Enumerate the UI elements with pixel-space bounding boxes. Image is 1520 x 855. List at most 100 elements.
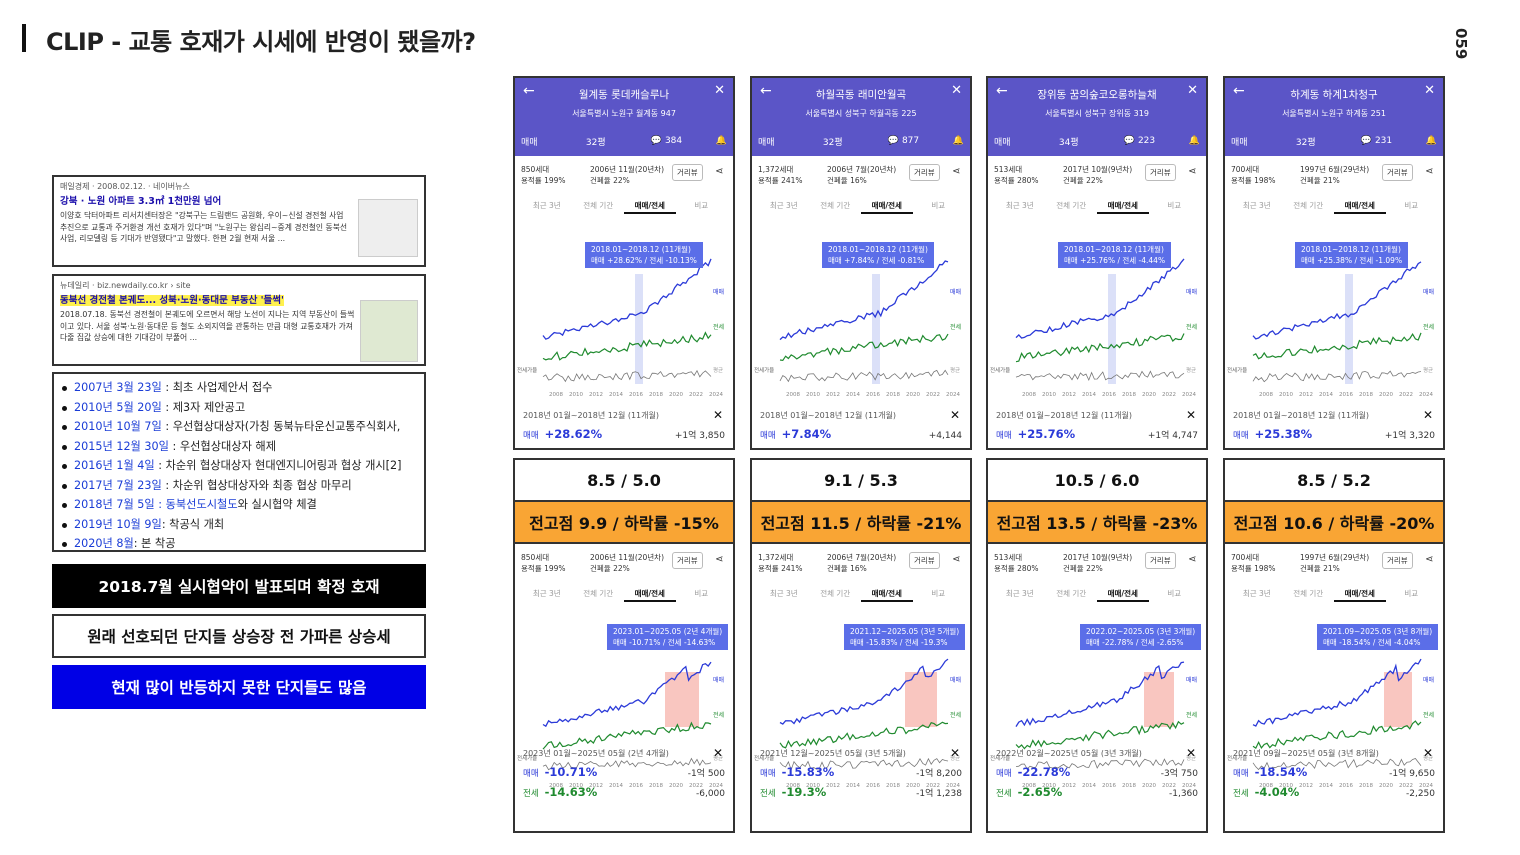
close-icon[interactable]: ✕ [1422,746,1433,760]
tab-recent-3y[interactable]: 최근 3년 [769,201,798,210]
tab-recent-3y[interactable]: 최근 3년 [1005,201,1034,210]
street-view-button[interactable]: 거리뷰 [909,164,940,181]
share-icon[interactable]: ⋖ [715,166,724,177]
deal-type-select[interactable]: 매매 [758,137,775,148]
bell-icon[interactable]: 🔔 [952,136,964,146]
price-chart[interactable]: 매매 전세 전세가율 평균 2008 2010 2012 2014 2016 2018 20… [988,602,1206,789]
price-chart[interactable]: 매매 전세 전세가율 평균 2008 2010 2012 2014 2016 2018 20… [515,602,733,789]
comment-count[interactable]: 💬 384 [650,136,683,146]
tab-sale-jeonse[interactable]: 매매/전세 [1334,200,1386,214]
tab-sale-jeonse[interactable]: 매매/전세 [624,588,676,602]
bell-icon[interactable]: 🔔 [715,136,727,146]
tab-compare[interactable]: 비교 [1404,201,1419,210]
tab-all-period[interactable]: 전체 기간 [1293,589,1324,598]
tab-all-period[interactable]: 전체 기간 [820,589,851,598]
size-select[interactable]: 34평 [1058,137,1079,148]
timeline-date[interactable]: 2010년 5월 20일 [74,400,162,414]
close-icon[interactable]: ✕ [712,746,723,760]
price-chart[interactable]: 매매 전세 전세가율 평균 2008 2010 2012 2014 2016 2018 20… [515,214,733,404]
price-chart[interactable]: 매매 전세 전세가율 평균 2008 2010 2012 2014 2016 2018 20… [752,602,970,789]
comment-count[interactable]: 💬 223 [1123,136,1156,146]
back-arrow-icon[interactable]: ← [760,83,772,99]
close-icon[interactable]: ✕ [1424,83,1435,98]
tab-recent-3y[interactable]: 최근 3년 [1005,589,1034,598]
street-view-button[interactable]: 거리뷰 [909,552,940,569]
size-select[interactable]: 32평 [822,137,843,148]
close-icon[interactable]: ✕ [1185,408,1196,422]
size-select[interactable]: 32평 [585,137,606,148]
street-view-button[interactable]: 거리뷰 [1382,164,1413,181]
tab-recent-3y[interactable]: 최근 3년 [769,589,798,598]
deal-type-select[interactable]: 매매 [1231,137,1248,148]
back-arrow-icon[interactable]: ← [523,83,535,99]
back-arrow-icon[interactable]: ← [1233,83,1245,99]
tab-all-period[interactable]: 전체 기간 [820,201,851,210]
timeline-date[interactable]: 2017년 7월 23일 [74,478,162,492]
close-icon[interactable]: ✕ [714,83,725,98]
timeline-date[interactable]: 2007년 3월 23일 [74,381,162,394]
share-icon[interactable]: ⋖ [1425,554,1434,565]
tab-sale-jeonse[interactable]: 매매/전세 [861,588,913,602]
tab-compare[interactable]: 비교 [694,589,709,598]
tab-sale-jeonse[interactable]: 매매/전세 [1334,588,1386,602]
tab-sale-jeonse[interactable]: 매매/전세 [1097,200,1149,214]
bell-icon[interactable]: 🔔 [1188,136,1200,146]
share-icon[interactable]: ⋖ [1188,166,1197,177]
tab-compare[interactable]: 비교 [1404,589,1419,598]
close-icon[interactable]: ✕ [949,746,960,760]
timeline-date[interactable]: 2010년 10월 7일 [74,420,162,433]
tab-compare[interactable]: 비교 [931,201,946,210]
tab-compare[interactable]: 비교 [931,589,946,598]
share-icon[interactable]: ⋖ [715,554,724,565]
price-chart[interactable]: 매매 전세 전세가율 평균 2008 2010 2012 2014 2016 2018 20… [988,214,1206,404]
tab-compare[interactable]: 비교 [1167,201,1182,210]
street-view-button[interactable]: 거리뷰 [1145,164,1176,181]
bell-icon[interactable]: 🔔 [1425,136,1437,146]
share-icon[interactable]: ⋖ [1425,166,1434,177]
tab-recent-3y[interactable]: 최근 3년 [532,201,561,210]
deal-type-select[interactable]: 매매 [994,137,1011,148]
tab-all-period[interactable]: 전체 기간 [1056,201,1087,210]
tab-recent-3y[interactable]: 최근 3년 [1242,201,1271,210]
close-icon[interactable]: ✕ [712,408,723,422]
timeline-date[interactable]: 2018년 7월 5일 [74,498,155,511]
timeline-date[interactable]: 2016년 1월 4일 [74,459,155,472]
news-card-1[interactable]: 매일경제 · 2008.02.12. · 네이버뉴스 강북 · 노원 아파트 3… [52,175,426,267]
news-headline[interactable]: 동북선 경전철 본궤도... 성북·노원·동대문 부동산 '들썩' [60,294,284,306]
news-card-2[interactable]: 뉴데일리 · biz.newdaily.co.kr › site 동북선 경전철… [52,274,426,366]
share-icon[interactable]: ⋖ [1188,554,1197,565]
size-select[interactable]: 32평 [1295,137,1316,148]
close-icon[interactable]: ✕ [949,408,960,422]
timeline-date[interactable]: 2019년 10월 9일 [74,517,162,531]
tab-sale-jeonse[interactable]: 매매/전세 [1097,588,1149,602]
tab-compare[interactable]: 비교 [1167,589,1182,598]
tab-recent-3y[interactable]: 최근 3년 [532,589,561,598]
tab-compare[interactable]: 비교 [694,201,709,210]
street-view-button[interactable]: 거리뷰 [1145,552,1176,569]
share-icon[interactable]: ⋖ [952,166,961,177]
tab-sale-jeonse[interactable]: 매매/전세 [624,200,676,214]
back-arrow-icon[interactable]: ← [996,83,1008,99]
close-icon[interactable]: ✕ [1187,83,1198,98]
deal-type-select[interactable]: 매매 [521,137,538,148]
share-icon[interactable]: ⋖ [952,554,961,565]
timeline-date[interactable]: 2020년 8월 [74,537,134,550]
tab-sale-jeonse[interactable]: 매매/전세 [861,200,913,214]
street-view-button[interactable]: 거리뷰 [672,552,703,569]
tab-all-period[interactable]: 전체 기간 [1056,589,1087,598]
close-icon[interactable]: ✕ [1185,746,1196,760]
tab-recent-3y[interactable]: 최근 3년 [1242,589,1271,598]
price-chart[interactable]: 매매 전세 전세가율 평균 2008 2010 2012 2014 2016 2018 20… [1225,602,1443,789]
tab-all-period[interactable]: 전체 기간 [1293,201,1324,210]
news-headline[interactable]: 강북 · 노원 아파트 3.3㎡ 1천만원 넘어 [60,195,222,207]
comment-count[interactable]: 💬 231 [1360,136,1393,146]
comment-count[interactable]: 💬 877 [887,136,920,146]
close-icon[interactable]: ✕ [1422,408,1433,422]
street-view-button[interactable]: 거리뷰 [672,164,703,181]
price-chart[interactable]: 매매 전세 전세가율 평균 2008 2010 2012 2014 2016 2018 20… [752,214,970,404]
close-icon[interactable]: ✕ [951,83,962,98]
timeline-link[interactable]: : 동북선도시철도 [154,498,238,511]
tab-all-period[interactable]: 전체 기간 [583,589,614,598]
street-view-button[interactable]: 거리뷰 [1382,552,1413,569]
tab-all-period[interactable]: 전체 기간 [583,201,614,210]
